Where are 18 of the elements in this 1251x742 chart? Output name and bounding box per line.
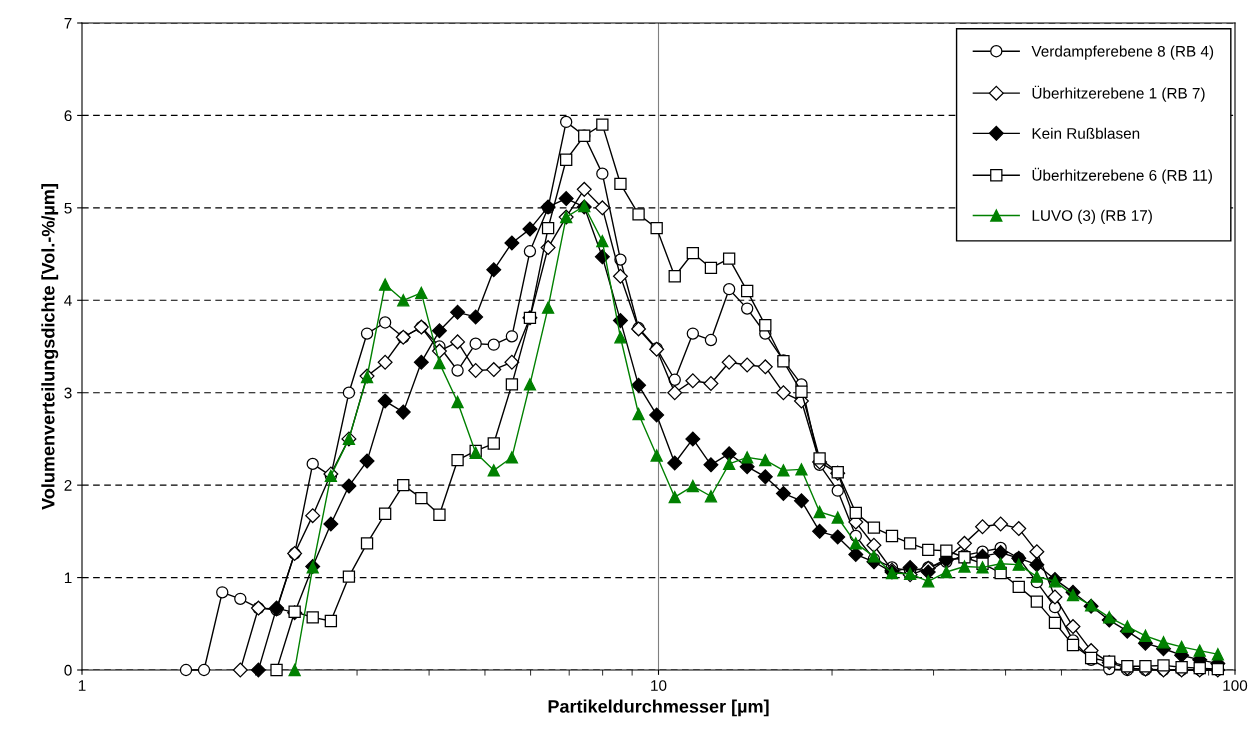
y-tick-label: 3	[64, 387, 72, 399]
legend-label: LUVO (3) (RB 17)	[1032, 209, 1152, 225]
legend-label: Überhitzerebene 1 (RB 7)	[1032, 85, 1205, 102]
y-tick-label: 1	[64, 572, 72, 584]
y-tick-label: 0	[64, 664, 72, 676]
legend-label: Überhitzerebene 6 (RB 11)	[1032, 167, 1212, 184]
legend-label: Kein Rußblasen	[1032, 127, 1140, 139]
y-tick-label: 4	[64, 295, 72, 306]
y-axis-title: Volumenverteilungsdichte [Vol.-%/µm]	[41, 184, 59, 510]
y-tick-label: 5	[64, 202, 72, 214]
x-axis-title: Partikeldurchmesser [µm]	[548, 699, 769, 717]
y-tick-label: 2	[64, 480, 72, 491]
y-tick-label: 6	[64, 110, 72, 122]
x-tick-label: 100	[1223, 680, 1248, 691]
x-tick-label: 10	[651, 680, 667, 691]
y-tick-label: 7	[64, 18, 72, 29]
legend-label: Verdampferebene 8 (RB 4)	[1031, 45, 1214, 60]
x-tick-label: 1	[78, 680, 86, 691]
